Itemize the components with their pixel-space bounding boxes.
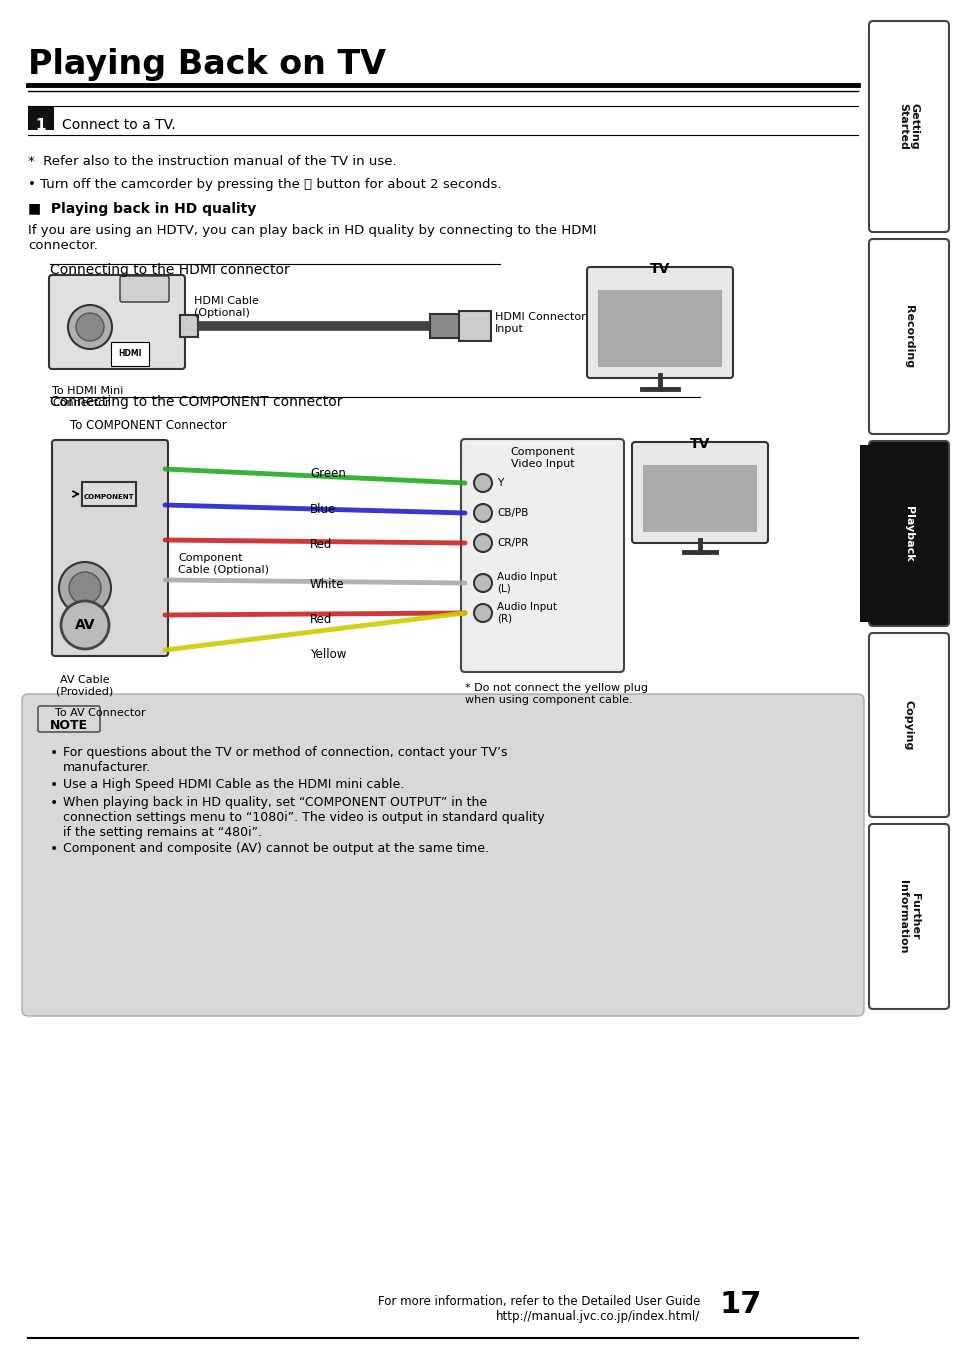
- Text: If you are using an HDTV, you can play back in HD quality by connecting to the H: If you are using an HDTV, you can play b…: [28, 224, 596, 252]
- Text: Green: Green: [310, 467, 346, 480]
- Text: AV Cable
(Provided): AV Cable (Provided): [56, 674, 113, 696]
- Text: To HDMI Mini
Connector: To HDMI Mini Connector: [52, 385, 123, 407]
- Text: Connecting to the HDMI connector: Connecting to the HDMI connector: [50, 263, 290, 277]
- FancyBboxPatch shape: [180, 315, 198, 337]
- Text: Copying: Copying: [903, 700, 913, 750]
- Text: To COMPONENT Connector: To COMPONENT Connector: [70, 419, 227, 432]
- Text: HDMI Connector
Input: HDMI Connector Input: [495, 312, 585, 334]
- Text: TV: TV: [689, 437, 709, 451]
- FancyBboxPatch shape: [868, 239, 948, 434]
- Circle shape: [76, 313, 104, 341]
- Text: Playback: Playback: [903, 506, 913, 562]
- FancyBboxPatch shape: [868, 824, 948, 1010]
- Text: Audio Input
(L): Audio Input (L): [497, 573, 557, 594]
- Text: •: •: [50, 778, 58, 792]
- Text: Use a High Speed HDMI Cable as the HDMI mini cable.: Use a High Speed HDMI Cable as the HDMI …: [63, 778, 404, 791]
- Text: CB/PB: CB/PB: [497, 508, 528, 518]
- Text: Yellow: Yellow: [310, 649, 346, 661]
- FancyBboxPatch shape: [82, 482, 136, 506]
- Text: For more information, refer to the Detailed User Guide
http://manual.jvc.co.jp/i: For more information, refer to the Detai…: [377, 1295, 700, 1323]
- Text: Connecting to the COMPONENT connector: Connecting to the COMPONENT connector: [50, 395, 342, 408]
- Text: CR/PR: CR/PR: [497, 537, 528, 548]
- Text: NOTE: NOTE: [50, 719, 88, 731]
- FancyBboxPatch shape: [52, 440, 168, 655]
- FancyBboxPatch shape: [49, 275, 185, 369]
- Circle shape: [61, 601, 109, 649]
- FancyBboxPatch shape: [22, 693, 863, 1016]
- Text: 17: 17: [720, 1291, 761, 1319]
- FancyBboxPatch shape: [120, 275, 169, 303]
- Text: Further
Information: Further Information: [898, 879, 919, 953]
- FancyBboxPatch shape: [460, 440, 623, 672]
- Bar: [598, 290, 721, 366]
- Text: Red: Red: [310, 613, 332, 626]
- Text: *  Refer also to the instruction manual of the TV in use.: * Refer also to the instruction manual o…: [28, 155, 396, 168]
- Circle shape: [474, 474, 492, 493]
- Text: Connect to a TV.: Connect to a TV.: [62, 118, 175, 132]
- Circle shape: [474, 574, 492, 592]
- Bar: [642, 465, 757, 532]
- FancyBboxPatch shape: [868, 20, 948, 232]
- Text: When playing back in HD quality, set “COMPONENT OUTPUT” in the
connection settin: When playing back in HD quality, set “CO…: [63, 797, 544, 839]
- Text: TV: TV: [649, 262, 670, 275]
- Text: •: •: [50, 746, 58, 760]
- Text: Component
Video Input: Component Video Input: [510, 446, 575, 468]
- Text: Red: Red: [310, 537, 332, 551]
- Circle shape: [474, 535, 492, 552]
- Text: Y: Y: [497, 478, 503, 489]
- Circle shape: [69, 573, 101, 604]
- Text: ■  Playing back in HD quality: ■ Playing back in HD quality: [28, 202, 256, 216]
- Circle shape: [474, 503, 492, 522]
- Text: COMPONENT: COMPONENT: [84, 494, 134, 499]
- Text: HDMI: HDMI: [118, 350, 142, 358]
- FancyBboxPatch shape: [458, 311, 491, 341]
- FancyBboxPatch shape: [430, 313, 459, 338]
- FancyBboxPatch shape: [868, 441, 948, 626]
- Text: Playing Back on TV: Playing Back on TV: [28, 47, 386, 81]
- Text: * Do not connect the yellow plug
when using component cable.: * Do not connect the yellow plug when us…: [464, 683, 647, 704]
- FancyBboxPatch shape: [631, 442, 767, 543]
- Text: Getting
Started: Getting Started: [898, 103, 919, 149]
- Text: Component and composite (AV) cannot be output at the same time.: Component and composite (AV) cannot be o…: [63, 841, 489, 855]
- FancyBboxPatch shape: [38, 706, 100, 731]
- Text: To AV Connector: To AV Connector: [55, 708, 146, 718]
- Circle shape: [474, 604, 492, 622]
- Circle shape: [59, 562, 111, 613]
- Text: •: •: [50, 797, 58, 810]
- Text: HDMI Cable
(Optional): HDMI Cable (Optional): [193, 296, 258, 318]
- Text: Blue: Blue: [310, 503, 335, 516]
- Text: For questions about the TV or method of connection, contact your TV’s
manufactur: For questions about the TV or method of …: [63, 746, 507, 773]
- Text: Recording: Recording: [903, 305, 913, 368]
- Text: AV: AV: [74, 617, 95, 632]
- Text: Component
Cable (Optional): Component Cable (Optional): [178, 554, 269, 574]
- Text: White: White: [310, 578, 344, 592]
- Circle shape: [68, 305, 112, 349]
- Bar: [859, 445, 872, 622]
- FancyBboxPatch shape: [868, 632, 948, 817]
- Text: • Turn off the camcorder by pressing the ⏻ button for about 2 seconds.: • Turn off the camcorder by pressing the…: [28, 178, 501, 191]
- Bar: [28, 106, 54, 130]
- Text: 1: 1: [35, 118, 46, 133]
- Text: Audio Input
(R): Audio Input (R): [497, 603, 557, 624]
- Text: •: •: [50, 841, 58, 856]
- FancyBboxPatch shape: [586, 267, 732, 379]
